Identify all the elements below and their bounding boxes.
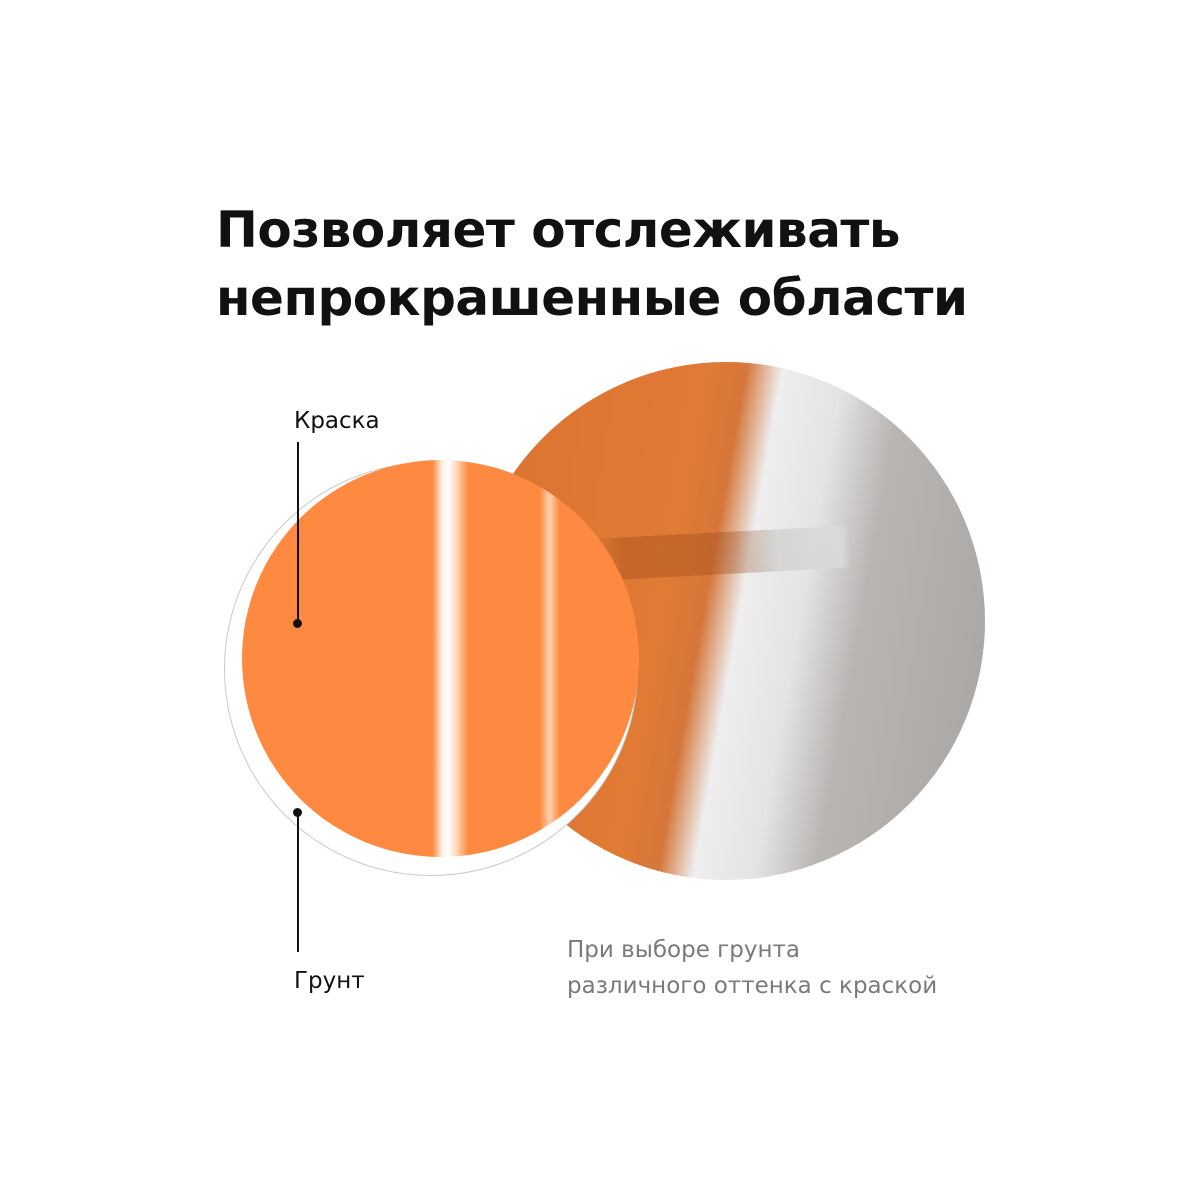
paint-label: Краска [294, 408, 380, 434]
paint-callout-dot [293, 619, 302, 628]
paint-swatch-circle [242, 460, 639, 857]
caption-line-1: При выборе грунта [567, 937, 801, 963]
caption: При выборе грунта различного оттенка с к… [567, 932, 937, 1004]
caption-line-2: различного оттенка с краской [567, 973, 938, 999]
paint-callout-line [297, 442, 299, 624]
headline-line-1: Позволяет отслеживать [216, 201, 901, 259]
headline: Позволяет отслеживать непрокрашенные обл… [216, 196, 968, 332]
primer-label: Грунт [294, 968, 365, 994]
primer-callout-line [297, 812, 299, 952]
headline-line-2: непрокрашенные области [216, 269, 968, 327]
